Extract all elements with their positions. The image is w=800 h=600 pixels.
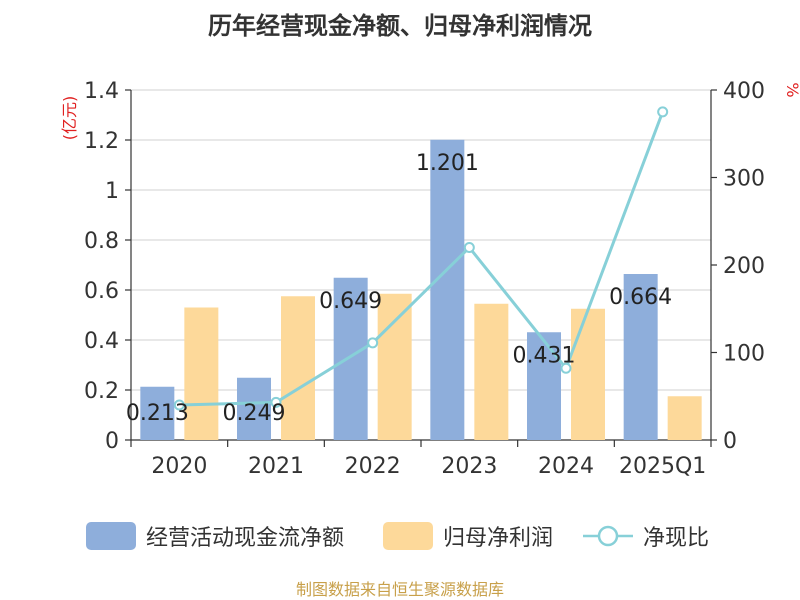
legend-item-net-profit[interactable]: 归母净利润 — [383, 520, 553, 552]
bar-cash-flow — [623, 274, 658, 440]
y-left-axis-label: (亿元) — [60, 96, 79, 141]
y-left-tick-label: 1.4 — [84, 79, 119, 104]
bar-cash-flow — [430, 139, 465, 440]
ratio-point — [367, 337, 379, 349]
bar-net-profit — [281, 296, 315, 440]
y-left-tick-label: 0 — [105, 429, 119, 454]
data-label-cash-flow: 0.664 — [609, 285, 672, 310]
chart-title: 历年经营现金净额、归母净利润情况 — [208, 12, 592, 40]
ratio-line — [179, 111, 665, 407]
x-tick-label: 2025Q1 — [619, 454, 706, 479]
data-label-cash-flow: 0.649 — [319, 289, 382, 314]
x-tick-label: 2024 — [538, 454, 594, 479]
legend-label-ratio: 净现比 — [643, 526, 710, 551]
bar-cash-flow — [237, 377, 271, 440]
ratio-point — [560, 362, 572, 374]
legend-label-net-profit: 归母净利润 — [443, 526, 554, 551]
legend-item-cash-flow[interactable]: 经营活动现金流净额 — [86, 520, 344, 552]
x-tick-label: 2023 — [441, 454, 497, 479]
y-left-tick-label: 0.6 — [84, 279, 119, 304]
x-tick-label: 2022 — [345, 454, 401, 479]
bar-net-profit — [377, 293, 412, 440]
bar-net-profit — [184, 307, 219, 440]
legend-swatch-ratio — [583, 522, 633, 550]
ratio-point — [463, 242, 475, 253]
bar-cash-flow — [140, 386, 175, 440]
legend: 经营活动现金流净额 归母净利润 净现比 — [0, 516, 800, 556]
bar-cash-flow — [333, 277, 368, 440]
y-right-tick-label: 400 — [723, 79, 765, 104]
data-label-cash-flow: 0.213 — [126, 401, 189, 426]
data-label-cash-flow: 0.431 — [513, 343, 576, 368]
bar-net-profit — [571, 308, 605, 440]
y-right-tick-label: 300 — [723, 167, 765, 192]
ratio-point — [657, 106, 669, 118]
legend-swatch-cash-flow — [86, 522, 136, 550]
x-tick-label: 2021 — [248, 454, 304, 479]
legend-swatch-net-profit — [383, 522, 433, 550]
y-left-tick-label: 0.8 — [84, 229, 119, 254]
source-note: 制图数据来自恒生聚源数据库 — [295, 580, 504, 599]
legend-label-cash-flow: 经营活动现金流净额 — [146, 526, 345, 551]
data-label-cash-flow: 1.201 — [416, 151, 479, 176]
y-left-tick-label: 0.4 — [84, 329, 119, 354]
y-left-tick-label: 1 — [105, 179, 119, 204]
y-right-axis-label: % — [783, 82, 800, 97]
y-right-tick-label: 100 — [723, 342, 765, 367]
x-tick-label: 2020 — [151, 454, 207, 479]
y-right-tick-label: 0 — [723, 429, 737, 454]
y-left-tick-label: 0.2 — [84, 379, 119, 404]
bar-net-profit — [474, 303, 509, 440]
y-right-tick-label: 200 — [723, 254, 765, 279]
bar-net-profit — [667, 396, 702, 440]
ratio-point — [270, 396, 282, 408]
legend-item-ratio[interactable]: 净现比 — [583, 520, 709, 552]
data-label-cash-flow: 0.249 — [223, 401, 286, 426]
ratio-point — [173, 399, 185, 411]
bar-cash-flow — [527, 332, 561, 440]
y-left-tick-label: 1.2 — [84, 129, 119, 154]
